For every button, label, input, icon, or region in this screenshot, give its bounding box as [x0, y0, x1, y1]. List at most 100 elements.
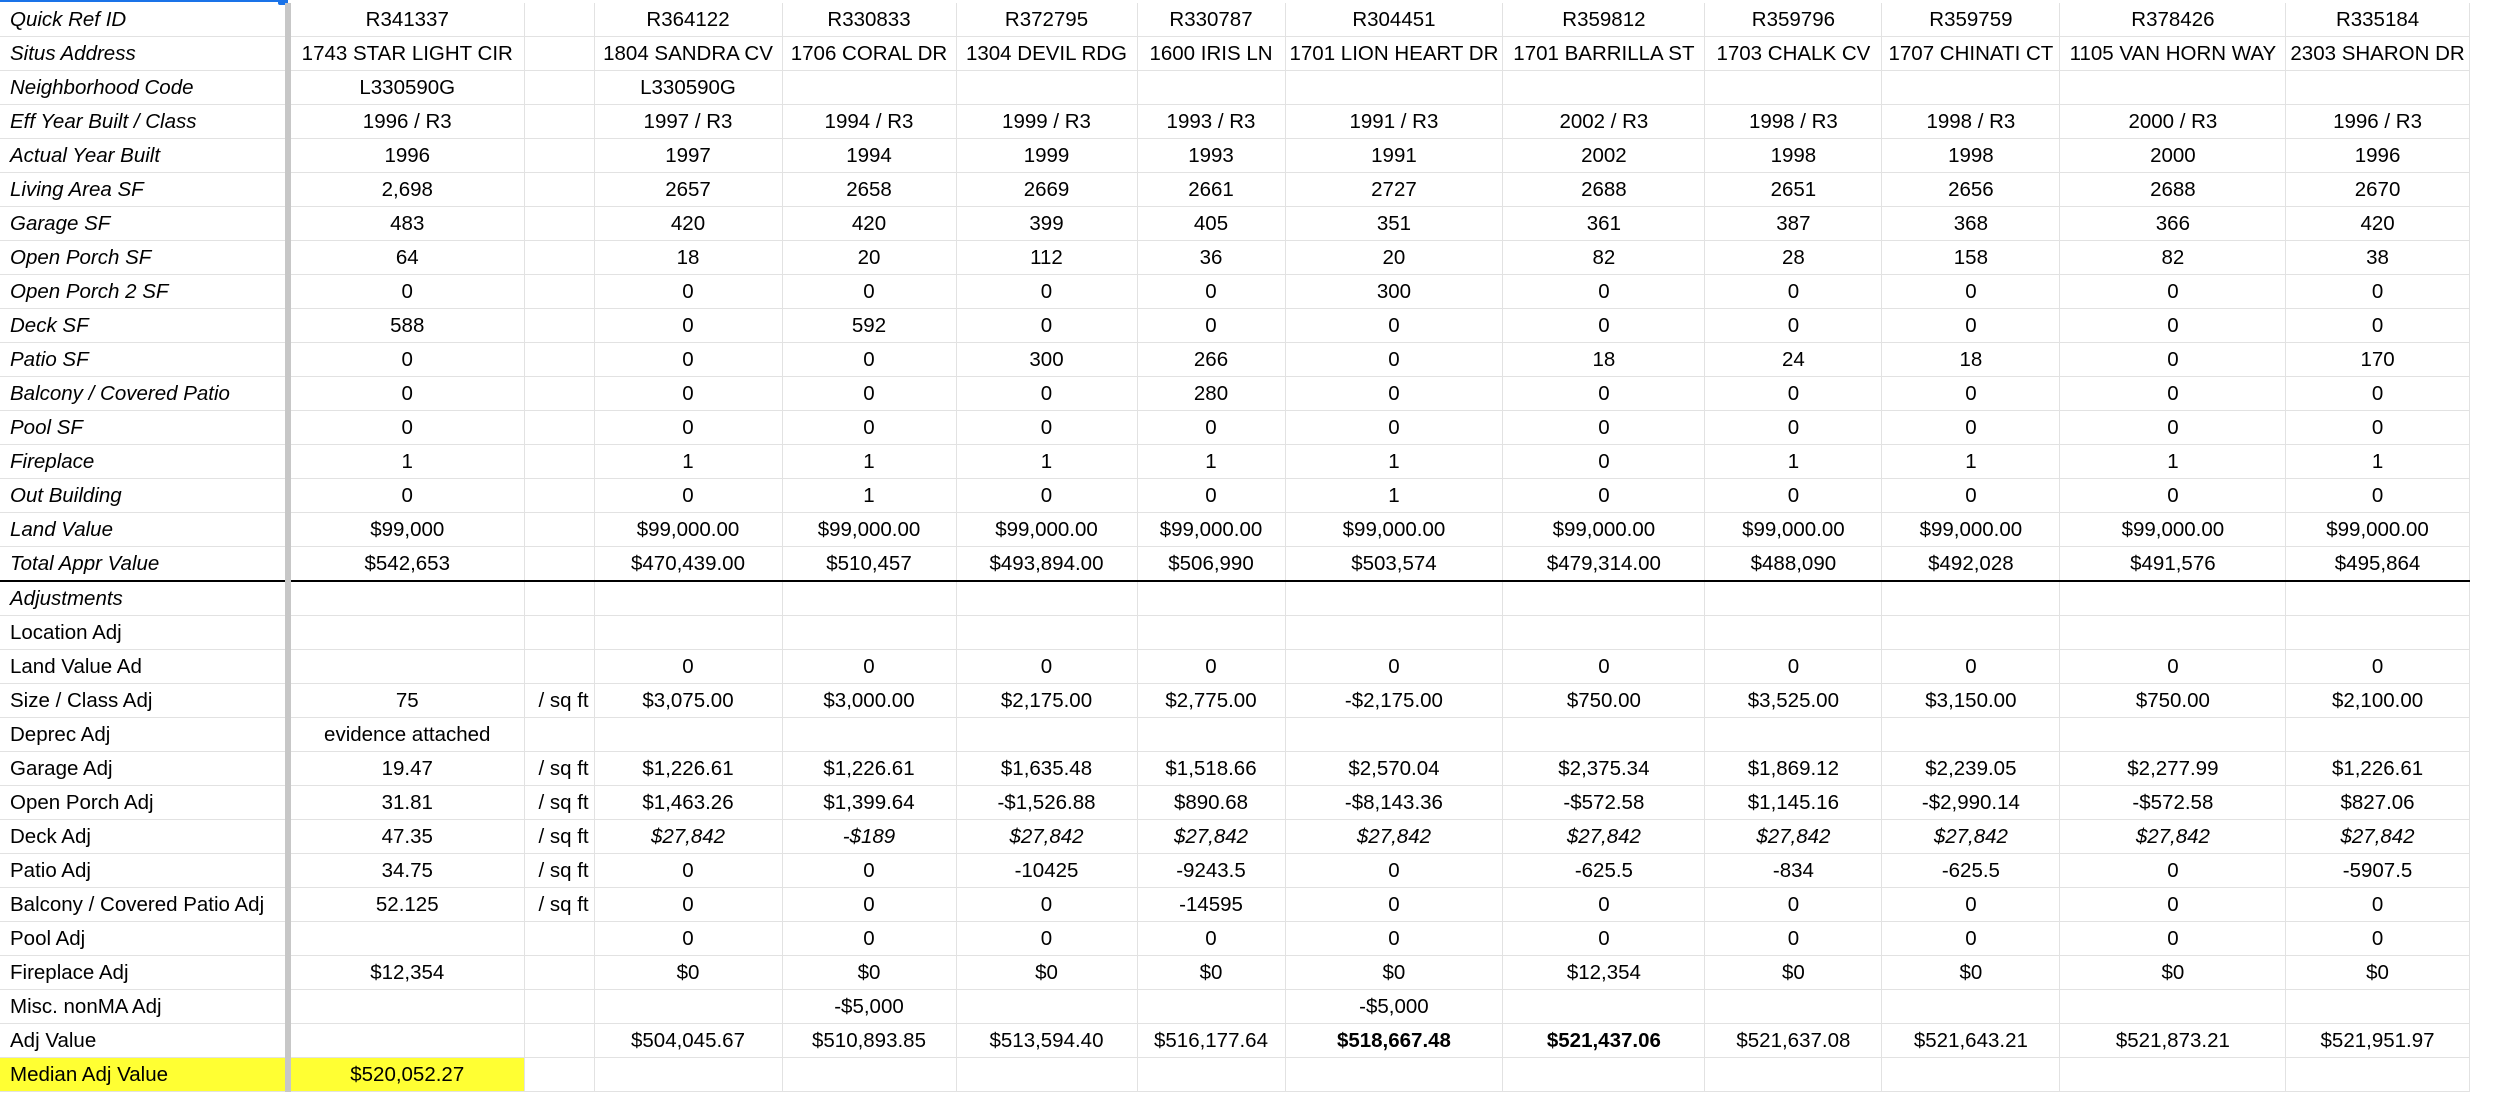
grid-cell[interactable]: 1707 CHINATI CT [1881, 36, 2061, 71]
grid-cell[interactable]: 0 [1704, 274, 1883, 309]
grid-cell[interactable]: 0 [782, 274, 957, 309]
grid-cell[interactable] [524, 581, 595, 616]
grid-cell[interactable]: 2,698 [288, 172, 525, 207]
grid-cell[interactable]: $99,000.00 [1704, 512, 1883, 547]
grid-cell[interactable]: 366 [2059, 206, 2287, 241]
grid-cell[interactable]: 2657 [594, 172, 783, 207]
grid-cell[interactable]: $27,842 [1285, 819, 1504, 854]
grid-cell[interactable] [956, 1057, 1138, 1092]
grid-cell[interactable]: L330590G [288, 70, 525, 105]
grid-cell[interactable]: $2,100.00 [2285, 683, 2470, 718]
grid-cell[interactable]: 351 [1285, 206, 1504, 241]
row-label[interactable]: Eff Year Built / Class [0, 104, 291, 139]
grid-cell[interactable]: 52.125 [288, 887, 525, 922]
grid-cell[interactable]: R335184 [2285, 3, 2470, 37]
grid-cell[interactable]: 361 [1502, 206, 1706, 241]
row-label[interactable]: Living Area SF [0, 172, 291, 207]
grid-cell[interactable]: 34.75 [288, 853, 525, 888]
grid-cell[interactable]: -$8,143.36 [1285, 785, 1504, 820]
grid-cell[interactable] [594, 989, 783, 1024]
grid-cell[interactable]: $3,075.00 [594, 683, 783, 718]
grid-cell[interactable]: 1701 BARRILLA ST [1502, 36, 1706, 71]
grid-cell[interactable]: 1105 VAN HORN WAY [2059, 36, 2287, 71]
grid-cell[interactable] [524, 3, 595, 37]
grid-cell[interactable]: $1,226.61 [782, 751, 957, 786]
grid-cell[interactable]: 0 [594, 649, 783, 684]
grid-cell[interactable]: 0 [782, 887, 957, 922]
grid-cell[interactable] [2059, 615, 2287, 650]
row-label[interactable]: Deprec Adj [0, 717, 291, 752]
grid-cell[interactable] [782, 70, 957, 105]
grid-cell[interactable]: -5907.5 [2285, 853, 2470, 888]
grid-cell[interactable]: 0 [594, 921, 783, 956]
grid-cell[interactable]: 1998 / R3 [1881, 104, 2061, 139]
row-label[interactable]: Misc. nonMA Adj [0, 989, 291, 1024]
grid-cell[interactable] [1881, 717, 2061, 752]
grid-cell[interactable]: 0 [2285, 921, 2470, 956]
grid-cell[interactable] [2059, 717, 2287, 752]
grid-cell[interactable]: $2,277.99 [2059, 751, 2287, 786]
grid-cell[interactable]: $3,150.00 [1881, 683, 2061, 718]
grid-cell[interactable]: 300 [956, 342, 1138, 377]
grid-cell[interactable]: 1993 [1137, 138, 1286, 173]
grid-cell[interactable]: 1 [1881, 444, 2061, 479]
grid-cell[interactable]: 2670 [2285, 172, 2470, 207]
grid-cell[interactable]: $99,000.00 [2285, 512, 2470, 547]
grid-cell[interactable]: $521,643.21 [1881, 1023, 2061, 1058]
grid-cell[interactable]: 20 [782, 240, 957, 275]
grid-cell[interactable] [524, 172, 595, 207]
grid-cell[interactable]: 0 [1881, 274, 2061, 309]
grid-cell[interactable] [524, 376, 595, 411]
row-label[interactable]: Total Appr Value [0, 546, 291, 582]
grid-cell[interactable] [524, 1023, 595, 1058]
grid-cell[interactable]: 0 [1285, 342, 1504, 377]
grid-cell[interactable] [1285, 1057, 1504, 1092]
grid-cell[interactable]: 0 [1285, 921, 1504, 956]
grid-cell[interactable]: 1743 STAR LIGHT CIR [288, 36, 525, 71]
grid-cell[interactable]: 0 [2059, 853, 2287, 888]
grid-cell[interactable] [1881, 581, 2061, 616]
grid-cell[interactable] [524, 717, 595, 752]
grid-cell[interactable] [1502, 70, 1706, 105]
grid-cell[interactable] [2059, 989, 2287, 1024]
grid-cell[interactable]: 0 [782, 649, 957, 684]
grid-cell[interactable] [1502, 1057, 1706, 1092]
grid-cell[interactable]: 592 [782, 308, 957, 343]
row-label[interactable]: Garage SF [0, 206, 291, 241]
grid-cell[interactable]: 0 [782, 376, 957, 411]
grid-cell[interactable] [1285, 717, 1504, 752]
grid-cell[interactable]: 2727 [1285, 172, 1504, 207]
grid-cell[interactable]: $12,354 [1502, 955, 1706, 990]
grid-cell[interactable] [1285, 70, 1504, 105]
grid-cell[interactable]: 0 [2059, 478, 2287, 513]
grid-cell[interactable]: 2661 [1137, 172, 1286, 207]
grid-cell[interactable]: 483 [288, 206, 525, 241]
grid-cell[interactable]: $27,842 [2059, 819, 2287, 854]
grid-cell[interactable]: 0 [2059, 887, 2287, 922]
grid-cell[interactable]: 1 [956, 444, 1138, 479]
grid-cell[interactable] [956, 615, 1138, 650]
grid-cell[interactable]: $504,045.67 [594, 1023, 783, 1058]
grid-cell[interactable]: 0 [1881, 478, 2061, 513]
grid-cell[interactable]: 0 [288, 274, 525, 309]
grid-cell[interactable]: $2,775.00 [1137, 683, 1286, 718]
grid-cell[interactable]: 1991 / R3 [1285, 104, 1504, 139]
grid-cell[interactable]: $1,399.64 [782, 785, 957, 820]
grid-cell[interactable]: 2651 [1704, 172, 1883, 207]
grid-cell[interactable]: $0 [1704, 955, 1883, 990]
grid-cell[interactable]: -625.5 [1881, 853, 2061, 888]
grid-cell[interactable] [2285, 989, 2470, 1024]
grid-cell[interactable]: $2,570.04 [1285, 751, 1504, 786]
grid-cell[interactable]: $492,028 [1881, 546, 2061, 582]
grid-cell[interactable]: 0 [1502, 478, 1706, 513]
grid-cell[interactable] [594, 717, 783, 752]
grid-cell[interactable] [1502, 717, 1706, 752]
grid-cell[interactable]: $495,864 [2285, 546, 2470, 582]
grid-cell[interactable]: 0 [1881, 308, 2061, 343]
grid-cell[interactable]: 0 [288, 342, 525, 377]
grid-cell[interactable]: $506,990 [1137, 546, 1286, 582]
row-label[interactable]: Patio Adj [0, 853, 291, 888]
grid-cell[interactable] [524, 921, 595, 956]
grid-cell[interactable]: 2303 SHARON DR [2285, 36, 2470, 71]
grid-cell[interactable]: 0 [1881, 921, 2061, 956]
